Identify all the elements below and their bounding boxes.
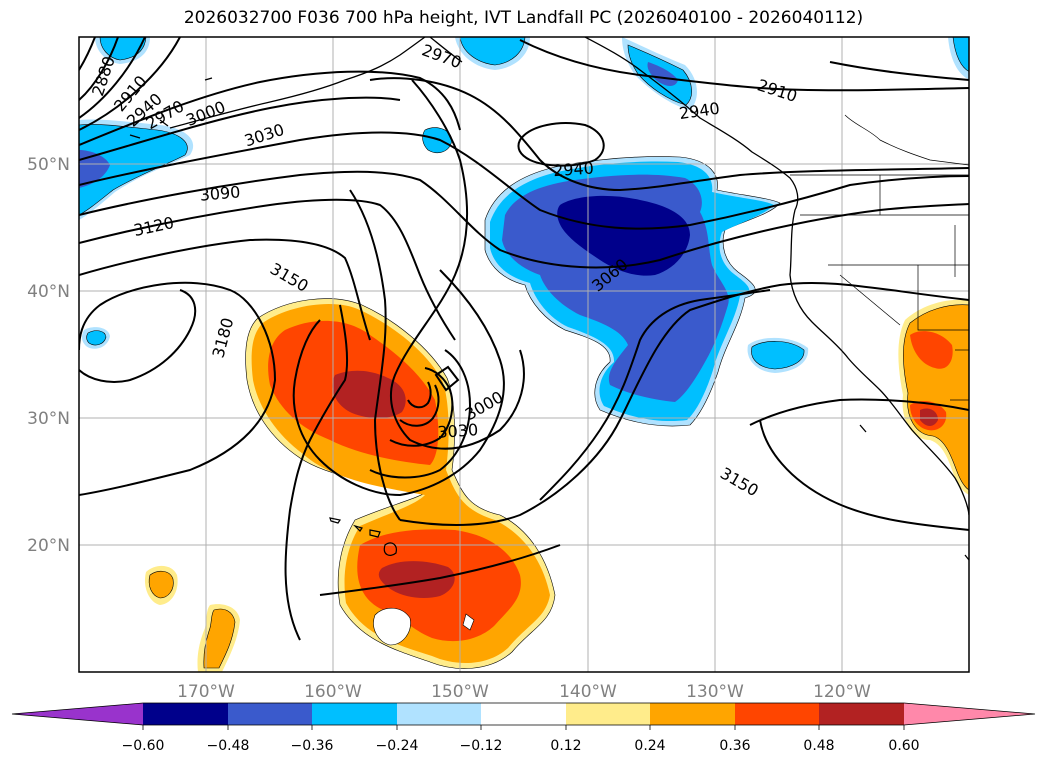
colorbar-tick-label: −0.24 <box>376 738 419 754</box>
colorbar-tick-label: 0.60 <box>888 738 919 754</box>
ivt-positive-region-small <box>144 565 240 672</box>
colorbar-extend-high <box>904 703 1035 725</box>
contour-label: 2910 <box>755 75 800 106</box>
ivt-positive-region-central <box>245 298 556 669</box>
colorbar-tick-label: −0.12 <box>460 738 503 754</box>
lon-label: 170°W <box>177 682 235 702</box>
ivt-positive-region-east <box>898 299 969 495</box>
contour-label: 3090 <box>199 182 241 204</box>
ivt-negative-region-northwest <box>79 37 453 349</box>
contour-label: 3030 <box>437 420 479 442</box>
colorbar-extend-low <box>12 703 143 725</box>
colorbar-swatch <box>735 703 819 725</box>
lon-label: 150°W <box>431 682 489 702</box>
colorbar: −0.60 −0.48 −0.36 −0.24 −0.12 0.12 0.24 … <box>11 702 1036 754</box>
colorbar-tick-label: 0.36 <box>719 738 750 754</box>
lat-label: 20°N <box>27 536 70 556</box>
map-panel: 2880291029402970300030303090312031503180… <box>79 37 969 672</box>
contour-label: 2940 <box>553 158 595 180</box>
colorbar-swatch <box>566 703 650 725</box>
lon-axis-labels: 170°W 160°W 150°W 140°W 130°W 120°W <box>177 682 871 702</box>
lat-label: 50°N <box>27 155 70 175</box>
colorbar-swatch <box>228 703 312 725</box>
colorbar-swatch <box>481 703 566 725</box>
map-title: 2026032700 F036 700 hPa height, IVT Land… <box>183 8 864 28</box>
colorbar-swatch <box>312 703 397 725</box>
colorbar-tick-label: −0.36 <box>291 738 334 754</box>
state-borders <box>790 114 969 401</box>
lat-label: 40°N <box>27 282 70 302</box>
lon-label: 120°W <box>813 682 871 702</box>
contour-label: 3180 <box>208 316 237 360</box>
contour-label: 3150 <box>717 464 762 501</box>
colorbar-tick-label: −0.48 <box>207 738 250 754</box>
lon-label: 160°W <box>304 682 362 702</box>
colorbar-swatch <box>397 703 481 725</box>
colorbar-tick-label: 0.12 <box>550 738 581 754</box>
lon-label: 130°W <box>686 682 744 702</box>
lat-label: 30°N <box>27 409 70 429</box>
lon-label: 140°W <box>559 682 617 702</box>
colorbar-tick-label: −0.60 <box>122 738 165 754</box>
hawaiian-islands <box>329 517 397 556</box>
graticule <box>79 37 969 672</box>
contour-label: 2970 <box>419 40 464 72</box>
colorbar-swatch <box>143 703 228 725</box>
colorbar-swatch <box>650 703 735 725</box>
colorbar-tick-label: 0.48 <box>803 738 834 754</box>
colorbar-tick-label: 0.24 <box>634 738 665 754</box>
ivt-negative-region-north <box>455 37 969 373</box>
contour-label: 3150 <box>267 259 312 296</box>
colorbar-swatch <box>819 703 904 725</box>
lat-axis-labels: 20°N 30°N 40°N 50°N <box>27 155 70 556</box>
contour-label: 2880 <box>88 54 119 99</box>
map-frame <box>78 36 970 673</box>
contour-label: 3120 <box>132 213 176 240</box>
coastlines <box>129 37 969 561</box>
height-contours <box>79 37 969 641</box>
